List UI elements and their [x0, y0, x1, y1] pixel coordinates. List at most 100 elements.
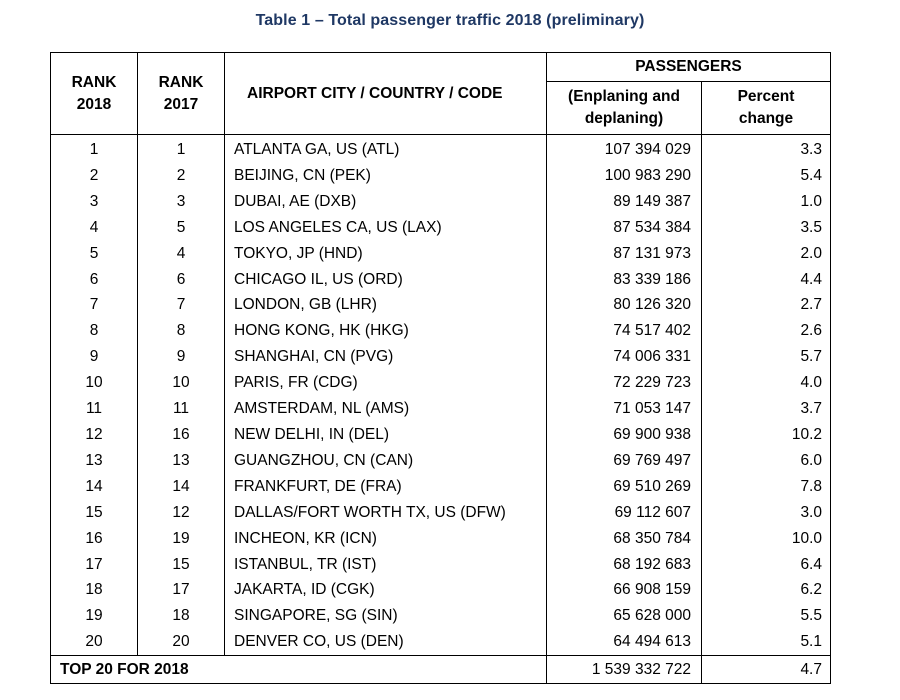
- airport-city-cell: SINGAPORE, SG (SIN): [224, 603, 547, 630]
- table-row: 13 13 GUANGZHOU, CN (CAN) 69 769 497 6.0: [50, 447, 831, 474]
- passengers-cell: 87 131 973: [546, 240, 702, 267]
- airport-city-cell: ATLANTA GA, US (ATL): [224, 134, 547, 163]
- header-percent-line2: change: [738, 110, 794, 127]
- passengers-cell: 72 229 723: [546, 370, 702, 397]
- passengers-cell: 68 350 784: [546, 525, 702, 552]
- percent-change-cell: 3.5: [701, 214, 831, 241]
- total-label: TOP 20 FOR 2018: [50, 655, 547, 685]
- airport-city-cell: DUBAI, AE (DXB): [224, 188, 547, 215]
- passengers-cell: 69 900 938: [546, 421, 702, 448]
- passengers-cell: 65 628 000: [546, 603, 702, 630]
- rank-2017-cell: 9: [137, 344, 225, 371]
- passengers-cell: 89 149 387: [546, 188, 702, 215]
- rank-2017-cell: 11: [137, 396, 225, 422]
- table-row: 17 15 ISTANBUL, TR (IST) 68 192 683 6.4: [50, 551, 831, 578]
- rank-2018-cell: 3: [50, 188, 138, 215]
- table-row: 6 6 CHICAGO IL, US (ORD) 83 339 186 4.4: [50, 266, 831, 293]
- table-title: Table 1 – Total passenger traffic 2018 (…: [255, 12, 645, 29]
- percent-change-cell: 10.0: [701, 525, 831, 552]
- header-rank-2017-line2: 2017: [163, 95, 199, 113]
- rank-2017-cell: 14: [137, 473, 225, 500]
- rank-2017-cell: 5: [137, 214, 225, 241]
- passengers-cell: 83 339 186: [546, 266, 702, 293]
- rank-2018-cell: 13: [50, 447, 138, 474]
- percent-change-cell: 5.1: [701, 629, 831, 656]
- header-percent-line1: Percent: [737, 88, 795, 105]
- table-row: 10 10 PARIS, FR (CDG) 72 229 723 4.0: [50, 370, 831, 397]
- table-row: 19 18 SINGAPORE, SG (SIN) 65 628 000 5.5: [50, 603, 831, 630]
- header-rank-2018-line2: 2018: [76, 95, 112, 113]
- header-percent-change: Percent change: [701, 81, 831, 135]
- table-row: 12 16 NEW DELHI, IN (DEL) 69 900 938 10.2: [50, 421, 831, 448]
- rank-2018-cell: 5: [50, 240, 138, 267]
- passenger-traffic-table: RANK 2018 RANK 2017 AIRPORT CITY / COUNT…: [50, 52, 831, 685]
- passengers-cell: 74 006 331: [546, 344, 702, 371]
- header-passengers: PASSENGERS: [546, 52, 831, 82]
- airport-city-cell: BEIJING, CN (PEK): [224, 162, 547, 189]
- rank-2017-cell: 7: [137, 292, 225, 319]
- percent-change-cell: 3.7: [701, 396, 831, 422]
- table-row: 3 3 DUBAI, AE (DXB) 89 149 387 1.0: [50, 188, 831, 215]
- header-enplaning-line2: deplaning): [584, 110, 664, 127]
- rank-2018-cell: 19: [50, 603, 138, 630]
- passengers-cell: 69 112 607: [546, 499, 702, 526]
- passengers-cell: 87 534 384: [546, 214, 702, 241]
- airport-city-cell: AMSTERDAM, NL (AMS): [224, 396, 547, 422]
- airport-city-cell: DALLAS/FORT WORTH TX, US (DFW): [224, 499, 547, 526]
- airport-city-cell: INCHEON, KR (ICN): [224, 525, 547, 552]
- percent-change-cell: 6.4: [701, 551, 831, 578]
- airport-city-cell: HONG KONG, HK (HKG): [224, 318, 547, 345]
- rank-2018-cell: 16: [50, 525, 138, 552]
- passengers-cell: 66 908 159: [546, 577, 702, 604]
- rank-2018-cell: 12: [50, 421, 138, 448]
- rank-2018-cell: 18: [50, 577, 138, 604]
- airport-city-cell: ISTANBUL, TR (IST): [224, 551, 547, 578]
- percent-change-cell: 10.2: [701, 421, 831, 448]
- rank-2017-cell: 12: [137, 499, 225, 526]
- rank-2017-cell: 2: [137, 162, 225, 189]
- rank-2018-cell: 2: [50, 162, 138, 189]
- percent-change-cell: 3.3: [701, 134, 831, 163]
- rank-2017-cell: 20: [137, 629, 225, 656]
- passengers-cell: 107 394 029: [546, 134, 702, 163]
- percent-change-cell: 3.0: [701, 499, 831, 526]
- airport-city-cell: FRANKFURT, DE (FRA): [224, 473, 547, 500]
- rank-2017-cell: 6: [137, 266, 225, 293]
- rank-2017-cell: 1: [137, 134, 225, 163]
- header-airport-city: AIRPORT CITY / COUNTRY / CODE: [224, 52, 547, 135]
- percent-change-cell: 5.4: [701, 162, 831, 189]
- rank-2018-cell: 9: [50, 344, 138, 371]
- airport-city-cell: CHICAGO IL, US (ORD): [224, 266, 547, 293]
- total-row: TOP 20 FOR 2018 1 539 332 722 4.7: [50, 655, 831, 685]
- rank-2018-cell: 6: [50, 266, 138, 293]
- percent-change-cell: 2.6: [701, 318, 831, 345]
- airport-city-cell: LONDON, GB (LHR): [224, 292, 547, 319]
- table-row: 2 2 BEIJING, CN (PEK) 100 983 290 5.4: [50, 162, 831, 189]
- rank-2017-cell: 15: [137, 551, 225, 578]
- header-rank-2017-line1: RANK: [158, 73, 204, 91]
- airport-city-cell: JAKARTA, ID (CGK): [224, 577, 547, 604]
- table-row: 20 20 DENVER CO, US (DEN) 64 494 613 5.1: [50, 629, 831, 656]
- rank-2018-cell: 7: [50, 292, 138, 319]
- airport-city-cell: TOKYO, JP (HND): [224, 240, 547, 267]
- header-rank-2018-line1: RANK: [71, 73, 117, 91]
- rank-2018-cell: 15: [50, 499, 138, 526]
- rank-2017-cell: 8: [137, 318, 225, 345]
- table-row: 18 17 JAKARTA, ID (CGK) 66 908 159 6.2: [50, 577, 831, 604]
- percent-change-cell: 6.2: [701, 577, 831, 604]
- rank-2017-cell: 16: [137, 421, 225, 448]
- percent-change-cell: 6.0: [701, 447, 831, 474]
- rank-2017-cell: 13: [137, 447, 225, 474]
- percent-change-cell: 7.8: [701, 473, 831, 500]
- rank-2018-cell: 11: [50, 396, 138, 422]
- table-row: 14 14 FRANKFURT, DE (FRA) 69 510 269 7.8: [50, 473, 831, 500]
- table-row: 8 8 HONG KONG, HK (HKG) 74 517 402 2.6: [50, 318, 831, 345]
- table-row: 16 19 INCHEON, KR (ICN) 68 350 784 10.0: [50, 525, 831, 552]
- passengers-cell: 71 053 147: [546, 396, 702, 422]
- passengers-cell: 64 494 613: [546, 629, 702, 656]
- table-row: 9 9 SHANGHAI, CN (PVG) 74 006 331 5.7: [50, 344, 831, 371]
- rank-2017-cell: 3: [137, 188, 225, 215]
- rank-2018-cell: 17: [50, 551, 138, 578]
- rank-2018-cell: 4: [50, 214, 138, 241]
- passengers-cell: 69 510 269: [546, 473, 702, 500]
